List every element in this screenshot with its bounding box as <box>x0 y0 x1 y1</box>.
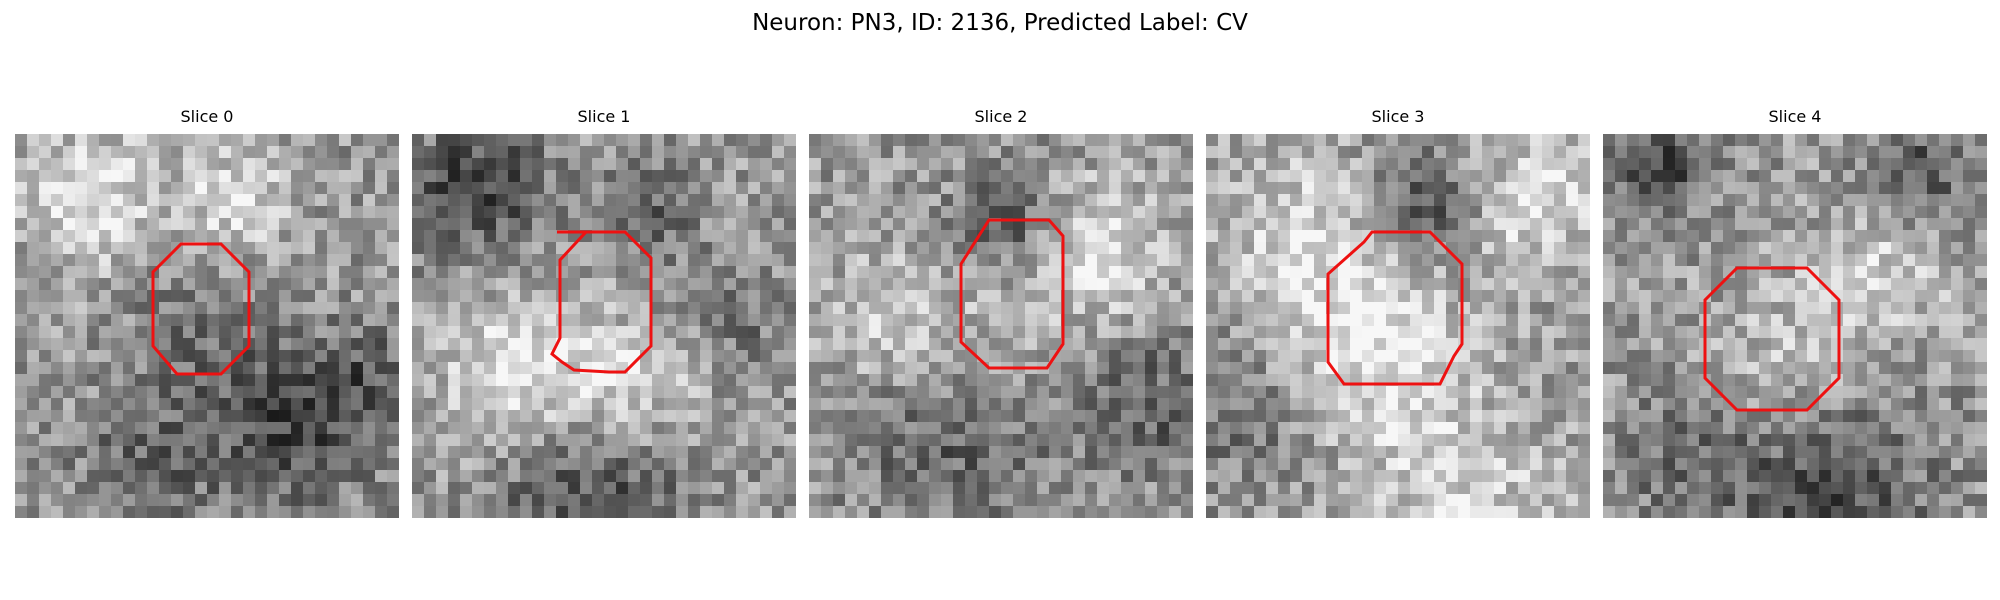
slice-title: Slice 1 <box>577 107 631 126</box>
pixel-grid <box>809 134 1193 518</box>
pixel-grid <box>15 134 399 518</box>
pixel-grid <box>1206 134 1590 518</box>
slice-title: Slice 3 <box>1371 107 1425 126</box>
pixel-grid <box>412 134 796 518</box>
pixel-grid <box>1603 134 1987 518</box>
roi-outline <box>959 218 1065 370</box>
microscopy-slice-image <box>1206 134 1590 518</box>
roi-outline <box>550 230 653 374</box>
slice-title: Slice 4 <box>1768 107 1822 126</box>
microscopy-slice-image <box>1603 134 1987 518</box>
microscopy-slice-image <box>15 134 399 518</box>
figure-title: Neuron: PN3, ID: 2136, Predicted Label: … <box>752 10 1248 36</box>
roi-outline <box>1703 266 1841 412</box>
microscopy-slice-image <box>412 134 796 518</box>
slice-title: Slice 2 <box>974 107 1028 126</box>
roi-outline <box>1326 230 1464 386</box>
slice-title: Slice 0 <box>180 107 234 126</box>
microscopy-slice-image <box>809 134 1193 518</box>
roi-outline <box>151 242 251 376</box>
